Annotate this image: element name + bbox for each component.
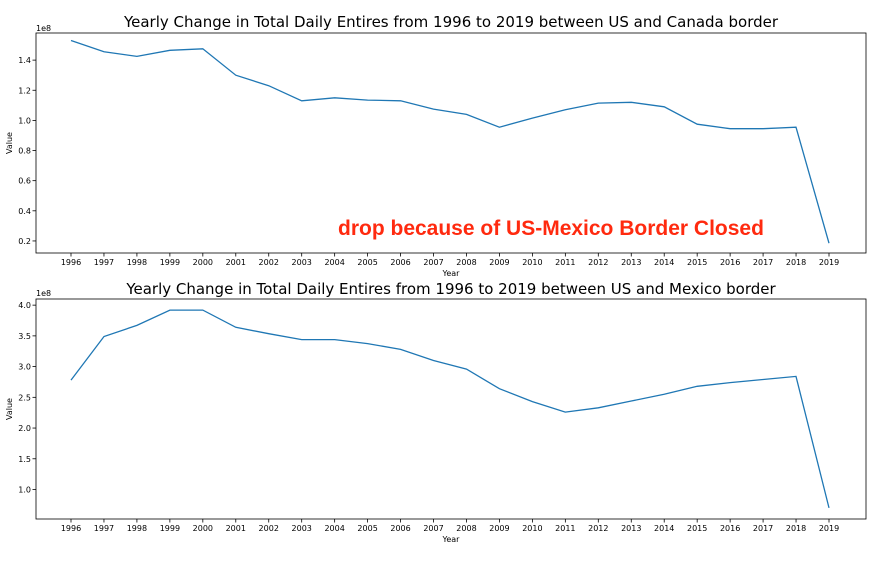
mexico-y-axis-label: Value xyxy=(5,398,14,420)
mexico-x-tick-label: 2006 xyxy=(390,524,410,533)
canada-x-tick-label: 2008 xyxy=(456,258,476,267)
canada-x-tick-label: 2017 xyxy=(753,258,773,267)
canada-x-tick-label: 2003 xyxy=(292,258,312,267)
mexico-y-tick-label: 1.0 xyxy=(18,486,31,495)
canada-x-tick-label: 2011 xyxy=(555,258,575,267)
canada-y-ticks: 0.2 0.4 0.6 0.8 1.0 1.2 1.4 xyxy=(18,56,36,246)
canada-x-tick-label: 2001 xyxy=(226,258,246,267)
canada-x-tick-label: 1999 xyxy=(160,258,180,267)
canada-x-tick-label: 2018 xyxy=(786,258,806,267)
canada-plot-area xyxy=(35,32,867,254)
mexico-chart-panel: Yearly Change in Total Daily Entires fro… xyxy=(5,280,867,544)
canada-y-axis-label: Value xyxy=(5,132,14,154)
mexico-y-tick-label: 1.5 xyxy=(18,455,31,464)
canada-y-tick-label: 0.2 xyxy=(18,237,31,246)
mexico-x-tick-label: 2018 xyxy=(786,524,806,533)
mexico-x-tick-label: 2017 xyxy=(753,524,773,533)
canada-x-tick-label: 2012 xyxy=(588,258,608,267)
canada-x-tick-label: 2016 xyxy=(720,258,740,267)
mexico-x-tick-label: 2004 xyxy=(324,524,344,533)
mexico-x-axis-label: Year xyxy=(442,535,461,544)
canada-x-tick-label: 2002 xyxy=(259,258,279,267)
mexico-x-tick-label: 2014 xyxy=(654,524,674,533)
mexico-chart-title: Yearly Change in Total Daily Entires fro… xyxy=(125,280,776,298)
canada-x-tick-label: 2015 xyxy=(687,258,707,267)
canada-y-tick-label: 1.0 xyxy=(18,116,31,125)
canada-x-tick-label: 2006 xyxy=(390,258,410,267)
canada-x-tick-label: 2007 xyxy=(423,258,443,267)
canada-chart-title: Yearly Change in Total Daily Entires fro… xyxy=(123,13,779,31)
mexico-x-tick-label: 1998 xyxy=(127,524,147,533)
mexico-x-tick-label: 2012 xyxy=(588,524,608,533)
mexico-x-tick-label: 1997 xyxy=(94,524,114,533)
canada-x-ticks: 1996 1997 1998 1999 2000 2001 2002 2003 2004 2005… xyxy=(61,253,839,267)
mexico-y-ticks: 1.0 1.5 2.0 2.5 3.0 3.5 4.0 xyxy=(18,301,36,495)
canada-x-tick-label: 2010 xyxy=(522,258,542,267)
mexico-x-tick-label: 2000 xyxy=(193,524,213,533)
mexico-x-tick-label: 2008 xyxy=(456,524,476,533)
mexico-x-tick-label: 1996 xyxy=(61,524,81,533)
mexico-x-tick-label: 2019 xyxy=(819,524,839,533)
mexico-plot-area xyxy=(35,298,867,520)
canada-y-tick-label: 0.4 xyxy=(18,207,31,216)
canada-y-tick-label: 0.6 xyxy=(18,177,31,186)
canada-y-tick-label: 1.2 xyxy=(18,86,31,95)
mexico-x-tick-label: 2016 xyxy=(720,524,740,533)
canada-y-tick-label: 0.8 xyxy=(18,147,31,156)
mexico-x-tick-label: 2009 xyxy=(489,524,509,533)
canada-x-tick-label: 2019 xyxy=(819,258,839,267)
mexico-y-tick-label: 4.0 xyxy=(18,301,31,310)
canada-x-tick-label: 1998 xyxy=(127,258,147,267)
canada-x-tick-label: 2014 xyxy=(654,258,674,267)
mexico-x-tick-label: 2013 xyxy=(621,524,641,533)
mexico-x-tick-label: 1999 xyxy=(160,524,180,533)
mexico-x-tick-label: 2015 xyxy=(687,524,707,533)
canada-x-tick-label: 2005 xyxy=(357,258,377,267)
mexico-y-offset-text: 1e8 xyxy=(36,289,51,298)
canada-x-tick-label: 2013 xyxy=(621,258,641,267)
canada-y-tick-label: 1.4 xyxy=(18,56,31,65)
canada-x-tick-label: 1997 xyxy=(94,258,114,267)
mexico-x-tick-label: 2002 xyxy=(259,524,279,533)
mexico-y-tick-label: 3.0 xyxy=(18,363,31,372)
canada-x-tick-label: 2004 xyxy=(324,258,344,267)
canada-x-axis-label: Year xyxy=(442,269,461,278)
closure-annotation: drop because of US-Mexico Border Closed xyxy=(338,217,764,240)
canada-x-tick-label: 2000 xyxy=(193,258,213,267)
canada-y-offset-text: 1e8 xyxy=(36,24,51,33)
mexico-x-tick-label: 2003 xyxy=(292,524,312,533)
mexico-y-tick-label: 2.5 xyxy=(18,393,31,402)
mexico-y-tick-label: 3.5 xyxy=(18,332,31,341)
mexico-x-tick-label: 2007 xyxy=(423,524,443,533)
mexico-series-line xyxy=(70,309,830,509)
canada-chart-panel: Yearly Change in Total Daily Entires fro… xyxy=(5,13,867,278)
canada-x-tick-label: 2009 xyxy=(489,258,509,267)
mexico-x-tick-label: 2011 xyxy=(555,524,575,533)
mexico-y-tick-label: 2.0 xyxy=(18,424,31,433)
mexico-x-tick-label: 2010 xyxy=(522,524,542,533)
canada-x-tick-label: 1996 xyxy=(61,258,81,267)
mexico-x-tick-label: 2005 xyxy=(357,524,377,533)
mexico-x-tick-label: 2001 xyxy=(226,524,246,533)
canada-series-line xyxy=(70,39,830,244)
mexico-x-ticks: 1996 1997 1998 1999 2000 2001 2002 2003 2004 2005… xyxy=(61,519,839,533)
